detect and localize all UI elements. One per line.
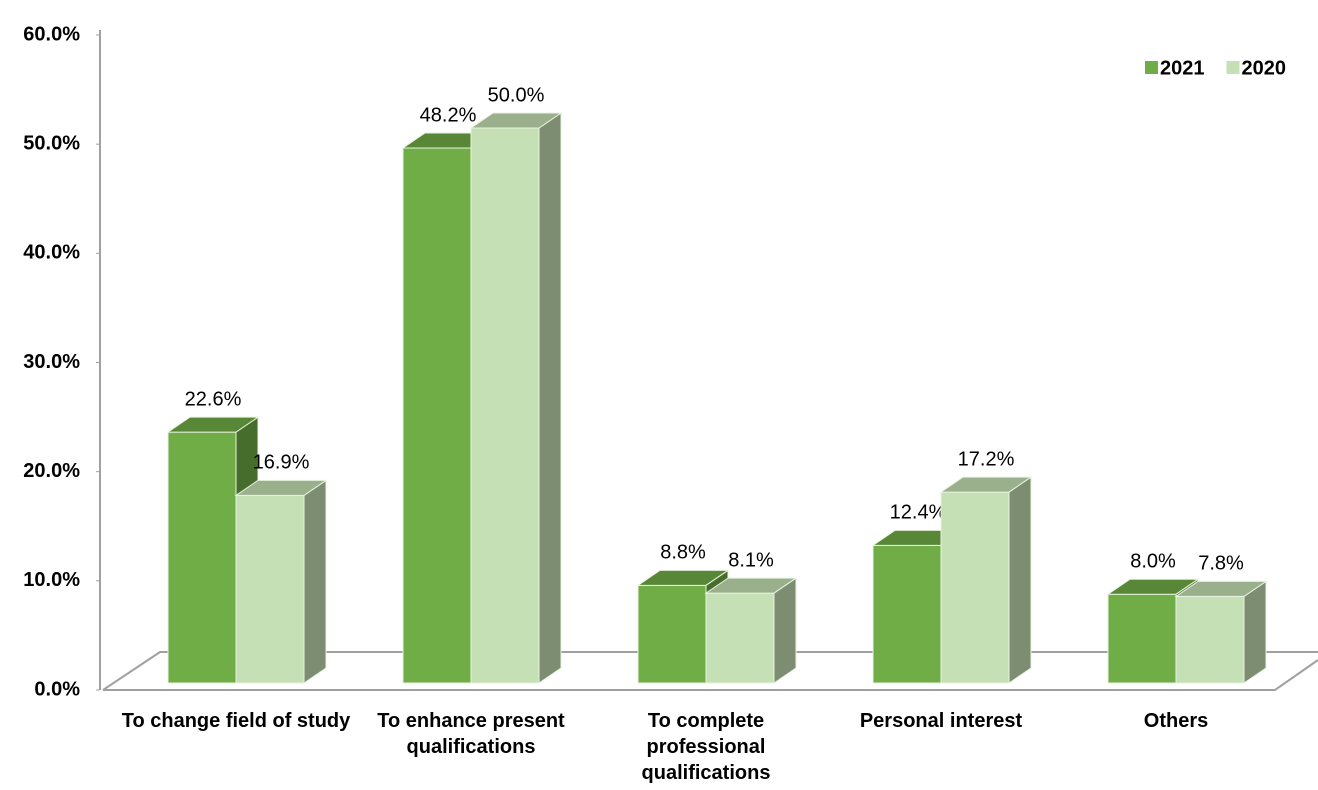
x-tick-label: To change field of study bbox=[121, 710, 351, 732]
y-tick-label: 50.0% bbox=[23, 132, 80, 154]
value-label: 22.6% bbox=[185, 388, 242, 410]
y-tick-label: 30.0% bbox=[23, 351, 80, 373]
bar-side bbox=[773, 577, 797, 684]
bar-top bbox=[469, 112, 563, 129]
bar-front bbox=[637, 584, 707, 684]
x-tick-label: To enhance present qualifications bbox=[377, 710, 565, 758]
value-label: 8.1% bbox=[728, 549, 774, 571]
value-label: 48.2% bbox=[420, 104, 477, 126]
bar-front bbox=[1107, 593, 1177, 684]
bar-front bbox=[940, 491, 1010, 684]
bar-top bbox=[939, 476, 1033, 493]
bar-top bbox=[704, 577, 798, 594]
bar-front bbox=[235, 494, 305, 684]
floor-front bbox=[103, 659, 1318, 691]
bar-top bbox=[1106, 578, 1200, 595]
value-label: 16.9% bbox=[253, 452, 310, 474]
bar-side bbox=[303, 479, 327, 684]
bar-front bbox=[167, 431, 237, 684]
bar-front bbox=[402, 147, 472, 684]
x-tick-label: Others bbox=[1143, 710, 1209, 732]
x-tick-label: To complete professional qualifications bbox=[641, 710, 771, 784]
bar-side bbox=[1008, 476, 1032, 684]
value-label: 12.4% bbox=[890, 502, 947, 524]
bar-side bbox=[1243, 580, 1267, 684]
y-tick-label: 10.0% bbox=[23, 569, 80, 591]
bar bbox=[1174, 580, 1268, 684]
y-tick-label: 60.0% bbox=[23, 23, 80, 45]
bar-top bbox=[234, 479, 328, 496]
legend-label: 2021 bbox=[1160, 57, 1205, 79]
bar bbox=[704, 577, 798, 684]
value-label: 17.2% bbox=[958, 448, 1015, 470]
bar-top bbox=[636, 569, 730, 586]
bar-top bbox=[166, 416, 260, 433]
legend-swatch bbox=[1145, 61, 1158, 74]
value-label: 8.0% bbox=[1130, 550, 1176, 572]
legend-label: 2020 bbox=[1242, 57, 1287, 79]
bar-side bbox=[538, 112, 562, 684]
bar bbox=[469, 112, 563, 684]
bar-front bbox=[470, 127, 540, 684]
bar bbox=[234, 479, 328, 684]
y-tick-label: 20.0% bbox=[23, 460, 80, 482]
value-label: 7.8% bbox=[1198, 553, 1244, 575]
bar-front bbox=[1175, 595, 1245, 684]
bar bbox=[939, 476, 1033, 684]
y-tick-label: 0.0% bbox=[34, 678, 80, 700]
value-label: 8.8% bbox=[660, 542, 706, 564]
x-tick-label: Personal interest bbox=[859, 710, 1023, 732]
y-tick-label: 40.0% bbox=[23, 242, 80, 264]
bar-front bbox=[705, 592, 775, 684]
value-label: 50.0% bbox=[488, 84, 545, 106]
bar-front bbox=[872, 544, 942, 684]
legend-swatch bbox=[1226, 61, 1240, 74]
bar-top bbox=[1174, 580, 1268, 597]
